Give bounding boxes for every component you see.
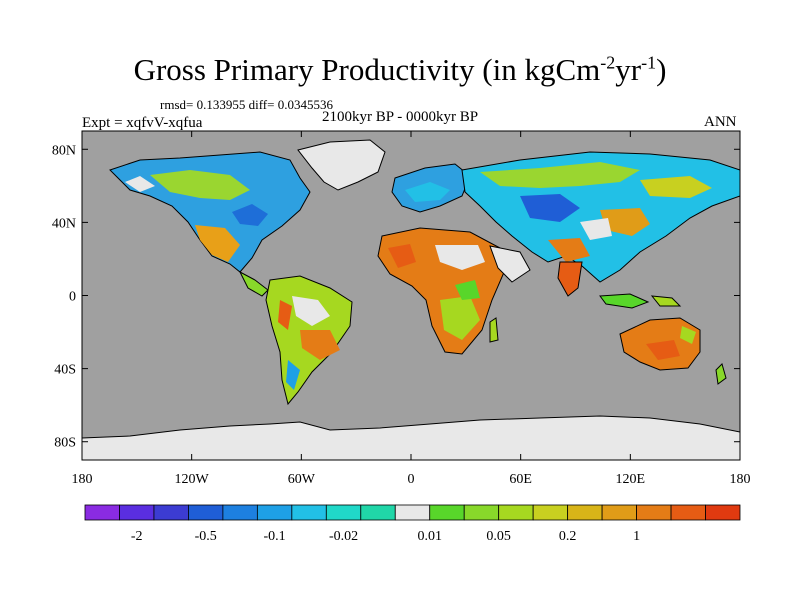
colorbar-box xyxy=(498,504,534,521)
colorbar-box xyxy=(463,504,500,521)
colorbar-box xyxy=(705,504,741,521)
colorbar-label: 0.2 xyxy=(559,529,577,544)
colorbar-label: -0.5 xyxy=(195,529,217,544)
experiment-label: Expt = xqfvV-xqfua xyxy=(82,115,203,131)
map-title: Gross Primary Productivity (in kgCm-2yr-… xyxy=(133,52,667,87)
colorbar-box xyxy=(567,504,603,521)
lat-label: 40N xyxy=(52,216,76,231)
period-label: 2100kyr BP - 0000kyr BP xyxy=(322,109,479,125)
colorbar-box xyxy=(325,504,362,521)
colorbar-box xyxy=(360,504,396,521)
colorbar-box xyxy=(429,504,465,521)
lat-label: 80S xyxy=(54,436,76,451)
colorbar-box xyxy=(601,504,637,521)
lat-label: 40S xyxy=(54,363,76,378)
rmsd-diff-stats: rmsd= 0.133955 diff= 0.0345536 xyxy=(160,97,333,112)
lon-label: 120W xyxy=(175,472,210,487)
colorbar-box xyxy=(532,504,569,521)
colorbar-box xyxy=(291,504,327,521)
lat-label: 80N xyxy=(52,143,76,158)
latitude-axis: 80N 40N 0 40S 80S xyxy=(52,143,740,451)
greenland xyxy=(297,139,386,191)
colorbar-box xyxy=(394,504,431,521)
longitude-axis: 180 120W 60W 0 60E 120E 180 xyxy=(72,131,751,487)
colorbar-label: 0.05 xyxy=(486,529,511,544)
colorbar-box xyxy=(636,504,672,521)
colorbar-box xyxy=(119,504,155,521)
antarctica xyxy=(82,415,740,460)
colorbar-box xyxy=(84,504,120,521)
colorbar-box xyxy=(188,504,224,521)
colorbar-label: 0.01 xyxy=(417,529,442,544)
lon-label: 0 xyxy=(408,472,415,487)
colorbar-label: -0.1 xyxy=(264,529,286,544)
lon-label: 120E xyxy=(616,472,646,487)
colorbar: -2 -0.5 -0.1 -0.02 0.01 0.05 0.2 1 xyxy=(84,504,741,544)
colorbar-label: 1 xyxy=(633,529,640,544)
lon-label: 60E xyxy=(509,472,532,487)
season-label: ANN xyxy=(704,114,737,130)
lon-label: 180 xyxy=(72,472,93,487)
lon-label: 60W xyxy=(288,472,316,487)
colorbar-box xyxy=(256,504,293,521)
colorbar-label: -2 xyxy=(131,529,143,544)
colorbar-box xyxy=(153,504,189,521)
lon-label: 180 xyxy=(730,472,751,487)
colorbar-box xyxy=(670,504,706,521)
lat-label: 0 xyxy=(69,290,76,305)
colorbar-box xyxy=(222,504,258,521)
colorbar-label: -0.02 xyxy=(329,529,358,544)
